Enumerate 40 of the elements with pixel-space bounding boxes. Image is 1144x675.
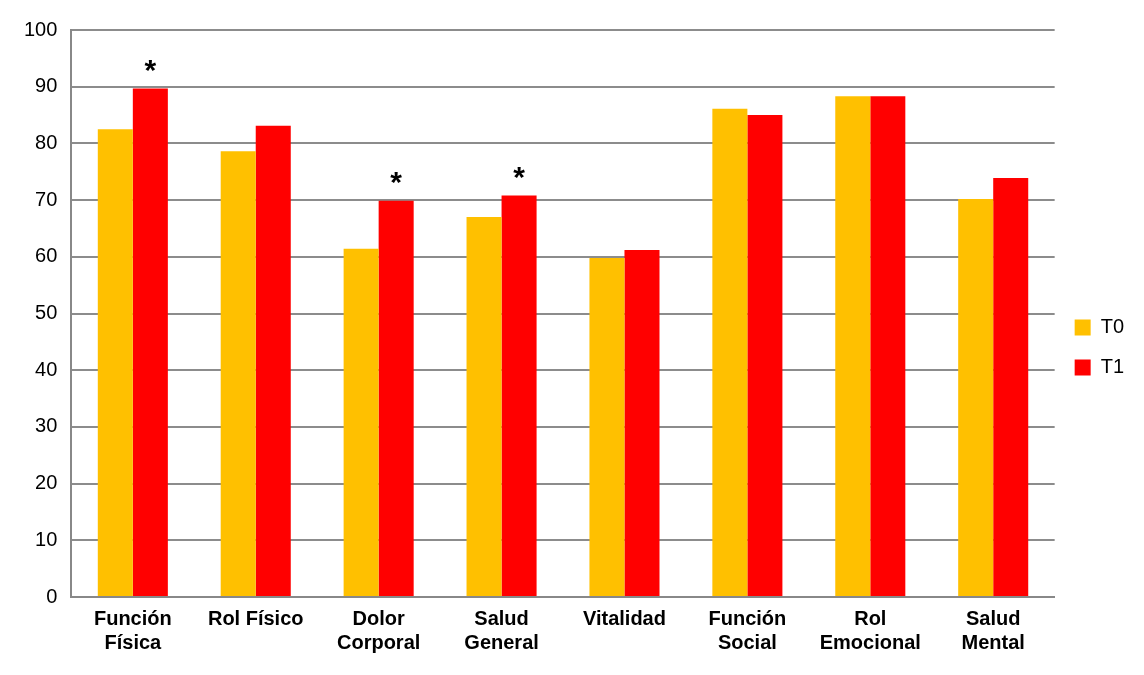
y-tick-label: 50 [35, 301, 58, 324]
y-tick-label: 0 [46, 584, 58, 607]
y-tick-label: 20 [35, 471, 58, 494]
bar [220, 151, 256, 596]
annotation: * [513, 159, 526, 193]
bar [870, 96, 906, 596]
x-tick-label: Rol Emocional [819, 606, 921, 653]
x-tick-label: Salud Mental [961, 606, 1025, 653]
x-tick-label: Salud General [464, 606, 539, 653]
bar [132, 88, 168, 596]
bar [466, 217, 502, 596]
bar [993, 177, 1029, 596]
bar [958, 198, 994, 596]
x-tick-label: Dolor Corporal [336, 606, 421, 653]
x-tick-label: Función Física [93, 606, 172, 653]
y-tick-label: 90 [35, 74, 58, 97]
bar [712, 108, 748, 596]
bar [97, 129, 133, 596]
bar [501, 195, 537, 596]
y-tick-label: 100 [23, 17, 58, 40]
bar [343, 248, 379, 596]
bar [589, 257, 625, 596]
legend-label: T0 [1100, 315, 1124, 338]
bar [835, 96, 871, 596]
annotation: * [144, 52, 157, 86]
bar [747, 115, 783, 596]
legend-label: T1 [1100, 355, 1124, 378]
x-tick-label: Función Social [708, 606, 787, 653]
annotation: * [390, 164, 403, 198]
y-tick-label: 40 [35, 357, 58, 380]
bar [255, 125, 291, 596]
bar [378, 200, 414, 596]
bar [624, 250, 660, 596]
y-tick-label: 70 [35, 187, 58, 210]
y-tick-label: 60 [35, 244, 58, 267]
y-tick-label: 30 [35, 414, 58, 437]
y-tick-label: 10 [35, 527, 58, 550]
x-tick-label: Vitalidad [582, 606, 666, 629]
x-tick-label: Rol Físico [207, 606, 304, 629]
y-tick-label: 80 [35, 130, 58, 153]
